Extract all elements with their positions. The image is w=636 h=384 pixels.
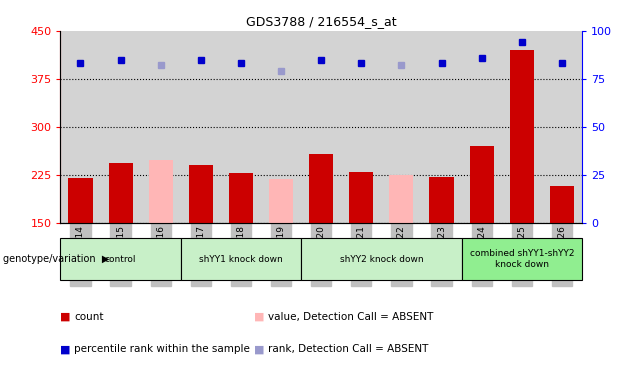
Text: control: control bbox=[105, 255, 136, 264]
Text: genotype/variation  ▶: genotype/variation ▶ bbox=[3, 254, 109, 264]
Bar bbox=[109, 163, 133, 223]
Text: combined shYY1-shYY2
knock down: combined shYY1-shYY2 knock down bbox=[469, 250, 574, 269]
Text: ■: ■ bbox=[254, 344, 265, 354]
Text: value, Detection Call = ABSENT: value, Detection Call = ABSENT bbox=[268, 312, 434, 322]
Title: GDS3788 / 216554_s_at: GDS3788 / 216554_s_at bbox=[246, 15, 396, 28]
Bar bbox=[349, 172, 373, 223]
Text: ■: ■ bbox=[254, 312, 265, 322]
Bar bbox=[269, 179, 293, 223]
Bar bbox=[469, 146, 494, 223]
Text: ■: ■ bbox=[60, 312, 71, 322]
Bar bbox=[149, 160, 173, 223]
Bar bbox=[509, 50, 534, 223]
Bar bbox=[229, 173, 253, 223]
Bar bbox=[389, 175, 413, 223]
Bar bbox=[429, 177, 453, 223]
Bar bbox=[550, 185, 574, 223]
Bar bbox=[69, 178, 92, 223]
Text: count: count bbox=[74, 312, 104, 322]
Text: shYY2 knock down: shYY2 knock down bbox=[340, 255, 423, 264]
Text: rank, Detection Call = ABSENT: rank, Detection Call = ABSENT bbox=[268, 344, 429, 354]
Text: ■: ■ bbox=[60, 344, 71, 354]
Bar bbox=[309, 154, 333, 223]
Bar bbox=[189, 165, 213, 223]
Text: percentile rank within the sample: percentile rank within the sample bbox=[74, 344, 251, 354]
Text: shYY1 knock down: shYY1 knock down bbox=[199, 255, 283, 264]
